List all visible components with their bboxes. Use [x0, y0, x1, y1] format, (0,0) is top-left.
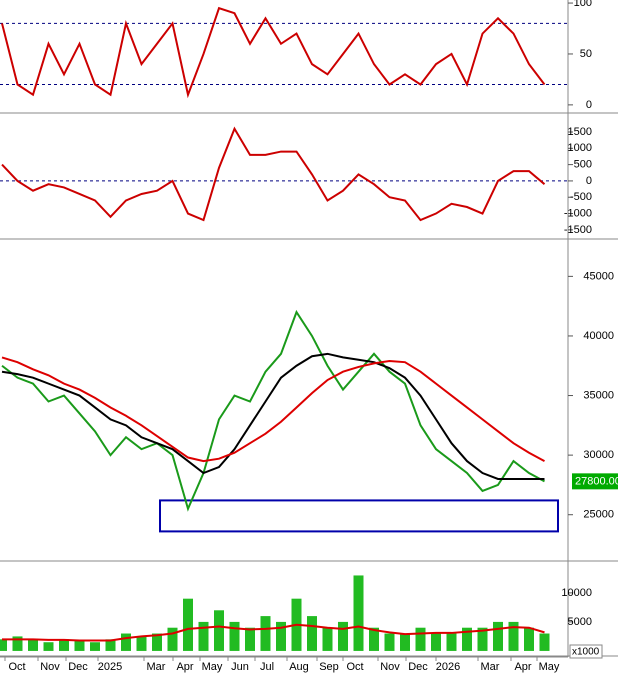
- volume-bar: [167, 627, 178, 651]
- volume-bar: [183, 598, 193, 651]
- series-line: [2, 623, 545, 642]
- y-tick-label: -500: [570, 191, 592, 203]
- unit-box: [569, 644, 603, 659]
- y-tick-label: 25000: [583, 509, 614, 521]
- volume-bar: [90, 642, 100, 651]
- x-tick-label: Aug: [289, 661, 309, 673]
- volume-bar: [462, 627, 472, 651]
- x-tick-label: May: [202, 661, 223, 673]
- volume-bar: [369, 627, 379, 651]
- volume-bar: [322, 627, 333, 651]
- y-tick-label: -1500: [564, 224, 592, 236]
- volume-bar: [508, 621, 519, 651]
- x-tick-label: Oct: [346, 661, 363, 673]
- y-tick-label: 10000: [561, 587, 592, 599]
- volume-bar: [446, 633, 457, 651]
- volume-bar: [477, 627, 488, 651]
- unit-label: x1000: [572, 647, 600, 658]
- y-tick-label: 45000: [583, 270, 614, 282]
- volume-bar: [307, 616, 317, 651]
- x-tick-label: 2025: [98, 661, 122, 673]
- volume-bar: [276, 621, 286, 651]
- x-tick-label: Oct: [8, 661, 25, 673]
- y-tick-label: 1500: [568, 126, 592, 138]
- x-tick-label: Dec: [408, 661, 428, 673]
- volume-bar: [260, 616, 271, 651]
- y-tick-label: 30000: [583, 449, 614, 461]
- x-tick-label: Sep: [319, 661, 339, 673]
- x-tick-label: Apr: [514, 661, 531, 673]
- series-line: [1, 126, 546, 222]
- y-tick-label: -1000: [564, 207, 592, 219]
- volume-bar: [493, 621, 503, 651]
- y-tick-label: 1000: [568, 142, 592, 154]
- support-box: [159, 499, 559, 533]
- volume-bar: [105, 639, 116, 651]
- volume-bar: [524, 627, 534, 651]
- volume-bar: [74, 640, 85, 651]
- volume-bar: [43, 642, 54, 651]
- volume-bar: [431, 633, 441, 651]
- volume-bar: [28, 639, 38, 651]
- x-tick-label: May: [539, 661, 560, 673]
- y-tick-label: 500: [574, 159, 592, 171]
- volume-bar: [384, 633, 395, 651]
- volume-bar: [214, 610, 224, 651]
- x-tick-label: Jul: [260, 661, 274, 673]
- y-tick-label: 35000: [583, 389, 614, 401]
- volume-bar: [338, 621, 348, 651]
- x-tick-label: Mar: [147, 661, 166, 673]
- y-tick-label: 5000: [568, 616, 592, 628]
- series-line: [1, 309, 545, 512]
- series-line: [1, 6, 546, 99]
- x-tick-label: Nov: [40, 661, 60, 673]
- series-line: [1, 352, 545, 480]
- volume-bar: [229, 621, 240, 651]
- y-tick-label: 0: [586, 99, 592, 111]
- y-tick-label: 0: [586, 175, 592, 187]
- volume-bar: [136, 636, 147, 651]
- volume-bar: [400, 633, 410, 651]
- volume-bar: [198, 621, 209, 651]
- volume-bar: [539, 633, 550, 651]
- x-tick-label: Dec: [68, 661, 88, 673]
- volume-bar: [121, 633, 131, 651]
- volume-bar: [0, 639, 7, 651]
- last-price-box: [572, 473, 618, 490]
- x-tick-label: Nov: [380, 661, 400, 673]
- y-tick-label: 100: [574, 0, 592, 9]
- volume-bar: [152, 633, 162, 651]
- x-tick-label: Apr: [176, 661, 193, 673]
- x-tick-label: Jun: [231, 661, 249, 673]
- volume-bar: [415, 627, 426, 651]
- y-tick-label: 50: [580, 48, 592, 60]
- volume-bar: [245, 627, 255, 651]
- last-price-label: 27800.00: [575, 475, 618, 487]
- x-tick-label: 2026: [436, 661, 460, 673]
- x-tick-label: Mar: [481, 661, 500, 673]
- volume-bar: [59, 639, 69, 651]
- volume-bar: [12, 636, 23, 651]
- series-line: [1, 356, 545, 463]
- y-tick-label: 40000: [583, 330, 614, 342]
- volume-bar: [353, 575, 364, 651]
